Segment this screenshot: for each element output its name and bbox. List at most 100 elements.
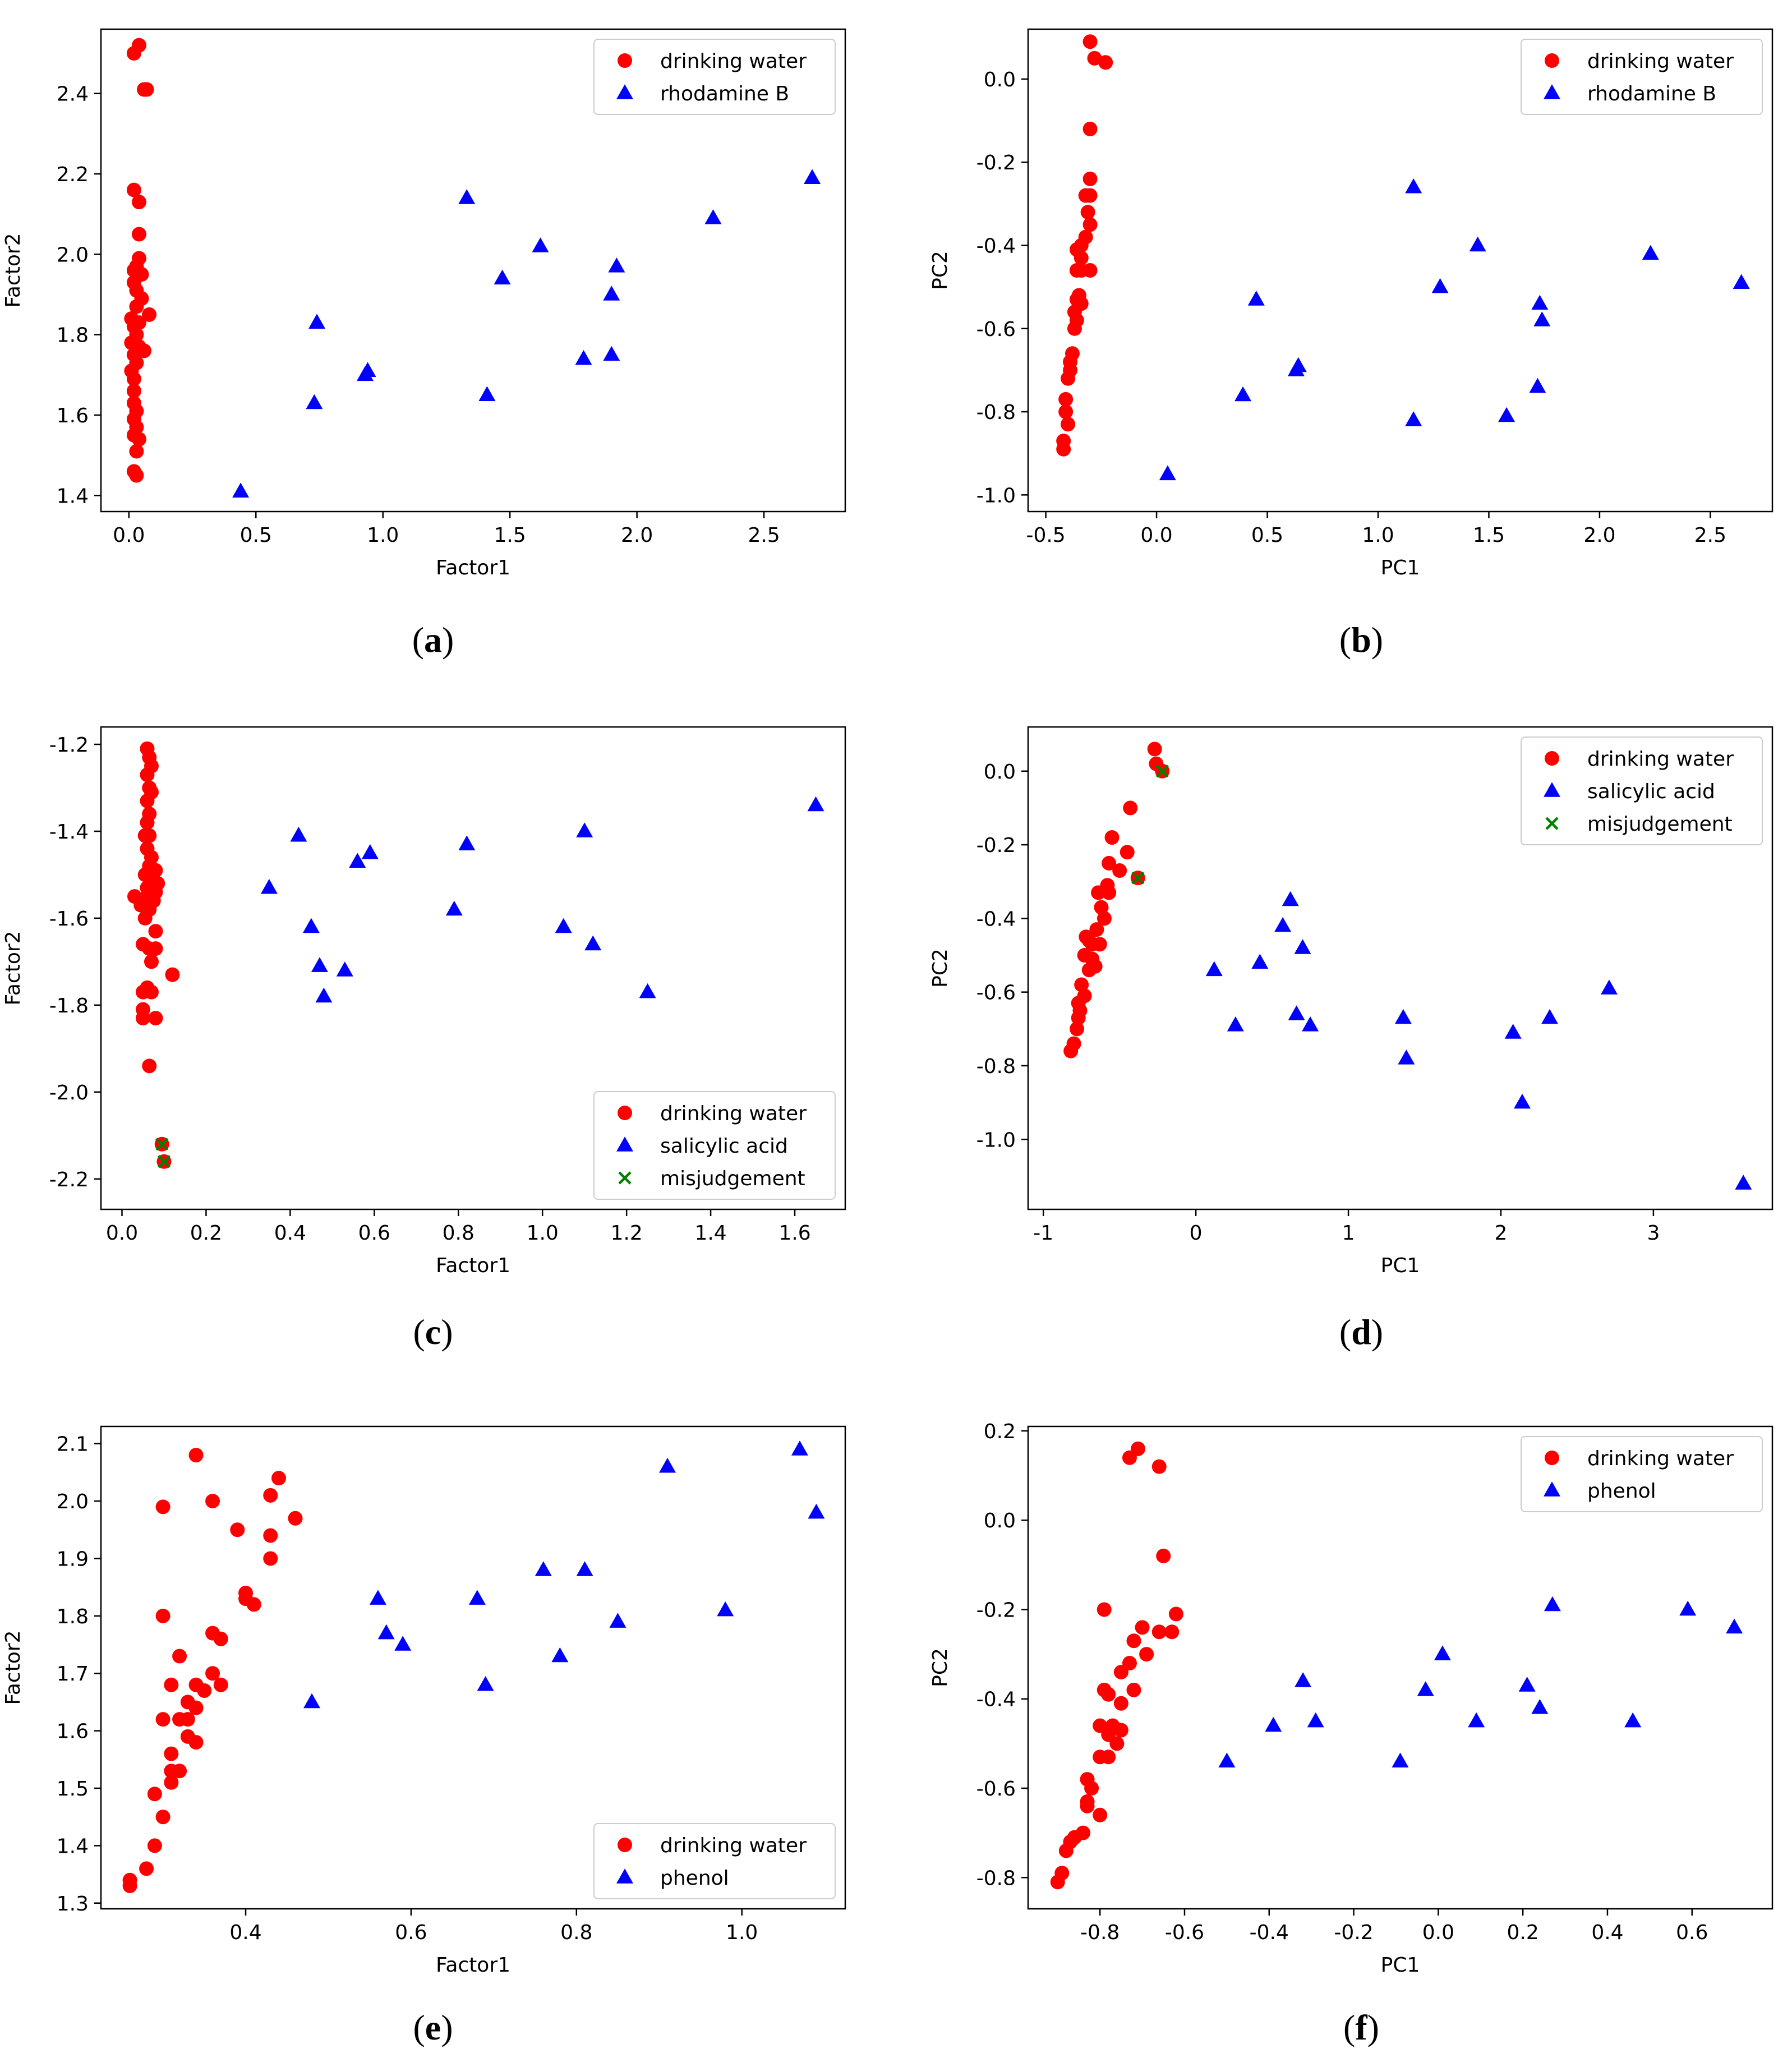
x-axis-label: Factor1 (436, 1254, 510, 1277)
data-point-phenol (1417, 1681, 1434, 1696)
data-point-drinking-water (1120, 845, 1135, 860)
data-point-salicylic-acid (1394, 1009, 1412, 1024)
data-point-drinking-water (1102, 855, 1117, 871)
data-point-drinking-water (1091, 885, 1106, 900)
x-tick-label: 2.5 (748, 524, 780, 547)
plot-area-d (1063, 742, 1752, 1190)
y-axis-label: PC2 (929, 1648, 952, 1687)
chart-panel-d: -1 0 1 2 3 -1.0 -0.8 -0.6 -0.4 -0.2 0.0 PC1 PC2 drink… (929, 726, 1773, 1277)
y-tick-label: 2.0 (57, 243, 89, 266)
data-point-drinking-water (1156, 1548, 1171, 1563)
data-point-drinking-water (1168, 1606, 1183, 1622)
data-point-drinking-water (140, 815, 155, 830)
legend-marker (1545, 751, 1559, 766)
x-tick-label: 1 (1342, 1222, 1355, 1245)
data-point-drinking-water (263, 1551, 278, 1566)
x-tick-label: -0.8 (1080, 1921, 1120, 1944)
y-tick-label: 1.3 (57, 1893, 89, 1916)
legend-box (1521, 736, 1763, 845)
x-tick-label: 1.0 (367, 524, 399, 547)
legend-label: phenol (1587, 1480, 1656, 1503)
x-axis-label: PC1 (1381, 1254, 1420, 1277)
x-tick-label: 1.0 (1362, 524, 1394, 547)
data-point-drinking-water (1071, 1010, 1086, 1025)
legend-label: drinking water (1587, 748, 1734, 771)
y-tick-label: 1.4 (57, 1835, 89, 1858)
plot-frame (1027, 28, 1773, 513)
y-tick-label: -0.8 (976, 1867, 1016, 1890)
legend-box (593, 1091, 836, 1200)
data-point-misjudgement (1155, 765, 1169, 778)
x-axis-label: Factor1 (436, 1954, 510, 1977)
data-point-drinking-water (1126, 1682, 1141, 1697)
data-point-misjudgement (1131, 871, 1145, 885)
data-point-salicylic-acid (311, 957, 328, 972)
y-tick-label: -0.2 (976, 151, 1016, 174)
data-point-drinking-water (1135, 1620, 1150, 1635)
y-axis-label: PC2 (929, 949, 952, 988)
legend-box (593, 1823, 836, 1899)
x-tick-label: 0.0 (1140, 524, 1172, 547)
data-point-drinking-water (213, 1631, 228, 1646)
x-tick-label: 0.0 (1422, 1921, 1454, 1944)
legend-label: drinking water (660, 50, 807, 73)
data-point-drinking-water (1101, 1750, 1116, 1765)
data-point-drinking-water (140, 793, 155, 808)
data-point-salicylic-acid (1398, 1049, 1415, 1065)
data-point-salicylic-acid (555, 918, 572, 933)
data-point-drinking-water (1112, 863, 1127, 878)
data-point-drinking-water (144, 984, 159, 1000)
data-point-drinking-water (1113, 1664, 1128, 1679)
data-point-salicylic-acid (302, 918, 320, 933)
y-axis-label: Factor2 (2, 1630, 25, 1705)
y-tick-label: -0.2 (976, 834, 1016, 857)
data-point-rhodamine-B (1469, 236, 1486, 252)
data-point-phenol (1679, 1600, 1697, 1616)
legend-marker (1545, 53, 1559, 68)
x-tick-label: 0.6 (358, 1222, 390, 1245)
legend-label: misjudgement (1587, 813, 1733, 836)
data-point-drinking-water (1098, 55, 1113, 70)
data-point-drinking-water (205, 1494, 220, 1509)
data-point-phenol (1434, 1645, 1451, 1660)
x-tick-label: -0.2 (1334, 1921, 1373, 1944)
data-point-drinking-water (1089, 922, 1104, 937)
legend-marker (618, 1171, 632, 1185)
data-point-phenol (303, 1693, 320, 1709)
data-point-drinking-water (1126, 1633, 1141, 1649)
data-point-rhodamine-B (704, 209, 722, 224)
legend: drinking water salicylic acid misjudgement (593, 1091, 836, 1200)
data-point-phenol (1726, 1618, 1743, 1634)
data-point-drinking-water (1122, 1450, 1137, 1465)
data-point-drinking-water (172, 1649, 187, 1664)
data-point-drinking-water (172, 1764, 187, 1779)
data-point-drinking-water (165, 967, 180, 982)
data-point-phenol (717, 1601, 734, 1617)
data-point-phenol (1265, 1716, 1282, 1732)
data-point-rhodamine-B (608, 257, 625, 273)
data-point-drinking-water (1061, 417, 1076, 432)
y-tick-label: 1.7 (57, 1663, 89, 1686)
x-tick-label: 1.0 (726, 1921, 758, 1944)
data-point-drinking-water (1102, 885, 1117, 900)
data-point-drinking-water (1164, 1624, 1180, 1640)
y-tick-label: -1.2 (49, 734, 89, 757)
data-point-drinking-water (188, 1735, 204, 1750)
data-point-drinking-water (1056, 441, 1071, 457)
data-point-phenol (1307, 1712, 1324, 1728)
plot-area-a (124, 38, 821, 498)
data-point-phenol (1518, 1677, 1536, 1692)
x-tick-label: -0.5 (1026, 524, 1065, 547)
legend-label: drinking water (660, 1834, 807, 1857)
x-axis-label: PC1 (1381, 556, 1420, 579)
data-point-salicylic-acid (1504, 1024, 1522, 1039)
data-point-phenol (808, 1503, 825, 1519)
x-tick-label: -1 (1033, 1222, 1053, 1245)
data-point-rhodamine-B (1733, 274, 1750, 289)
data-point-rhodamine-B (1431, 278, 1449, 293)
chart-panel-f: -0.8 -0.6 -0.4 -0.2 0.0 0.2 0.4 0.6 -0.8 -0.6 -0.4… (929, 1420, 1773, 1977)
x-tick-label: 1.6 (778, 1222, 810, 1245)
data-point-salicylic-acid (1735, 1175, 1752, 1190)
legend-marker (616, 1868, 633, 1884)
y-axis-label: PC2 (929, 251, 952, 290)
